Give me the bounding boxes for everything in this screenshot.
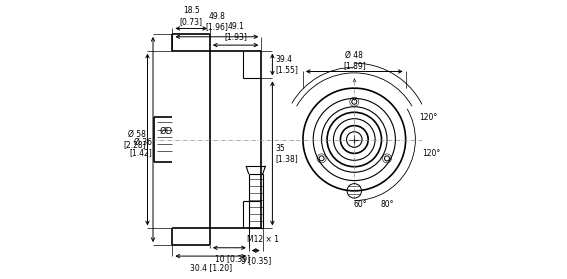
Text: 120°: 120° — [420, 113, 438, 122]
Text: M12 × 1: M12 × 1 — [247, 235, 280, 244]
Text: 120°: 120° — [422, 149, 441, 158]
Text: 9 [0.35]: 9 [0.35] — [240, 256, 271, 265]
Text: Ø 36
[1.42]: Ø 36 [1.42] — [130, 138, 153, 158]
Text: Ø 58
[2.28]: Ø 58 [2.28] — [124, 130, 146, 149]
Text: 49.1
[1.93]: 49.1 [1.93] — [224, 21, 247, 41]
Text: ØD: ØD — [160, 127, 173, 136]
Text: Ø 48
[1.89]: Ø 48 [1.89] — [343, 51, 366, 70]
Text: 49.8
[1.96]: 49.8 [1.96] — [205, 12, 229, 31]
Text: 80°: 80° — [381, 200, 395, 209]
Text: 60°: 60° — [353, 200, 367, 209]
Text: 18.5
[0.73]: 18.5 [0.73] — [180, 6, 202, 26]
Text: 10 [0.39]: 10 [0.39] — [215, 254, 249, 263]
Text: 39.4
[1.55]: 39.4 [1.55] — [275, 55, 298, 74]
Text: 35
[1.38]: 35 [1.38] — [275, 144, 298, 163]
Text: 30.4 [1.20]: 30.4 [1.20] — [189, 263, 232, 272]
